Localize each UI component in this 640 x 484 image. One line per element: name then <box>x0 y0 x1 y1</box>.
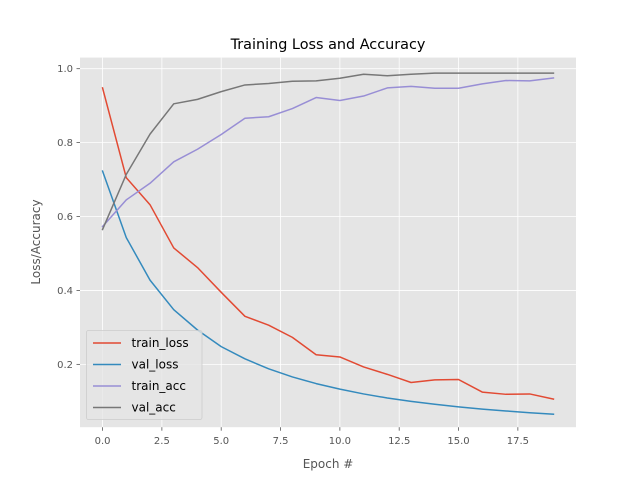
x-tick-label: 7.5 <box>273 436 289 447</box>
x-tick-label: 17.5 <box>507 436 529 447</box>
series-line-val-acc <box>101 72 555 231</box>
y-tick-label: 0.6 <box>57 212 73 223</box>
series-line-val-loss <box>101 170 555 416</box>
series-line-train-acc <box>101 77 555 228</box>
legend-label-val-acc: val_acc <box>132 401 176 415</box>
x-axis-label: Epoch # <box>303 457 354 471</box>
x-tick-label: 12.5 <box>388 436 410 447</box>
legend-label-val-loss: val_loss <box>132 358 179 372</box>
chart-title: Training Loss and Accuracy <box>230 37 426 53</box>
series-lines <box>101 72 555 416</box>
legend-label-train-loss: train_loss <box>132 336 189 350</box>
x-tick-label: 5.0 <box>213 436 229 447</box>
x-tick-label: 15.0 <box>447 436 469 447</box>
x-tick-label: 0.0 <box>95 436 111 447</box>
y-tick-label: 0.8 <box>57 138 73 149</box>
y-axis-label: Loss/Accuracy <box>29 199 43 284</box>
y-tick-label: 1.0 <box>57 64 73 75</box>
grid-lines <box>80 57 576 428</box>
legend-box <box>86 330 203 420</box>
y-tick-label: 0.4 <box>57 286 73 297</box>
y-tick-label: 0.2 <box>57 360 73 371</box>
legend-label-train-acc: train_acc <box>132 379 186 393</box>
legend: train_loss val_loss train_acc val_acc <box>86 330 203 420</box>
x-tick-label: 2.5 <box>154 436 170 447</box>
x-tick-label: 10.0 <box>329 436 351 447</box>
axis-ticks: 0.0 2.5 5.0 7.5 10.0 12.5 15.0 17.5 0.2 0.4 0.6 0.8… <box>57 64 529 447</box>
series-line-train-loss <box>101 86 555 401</box>
